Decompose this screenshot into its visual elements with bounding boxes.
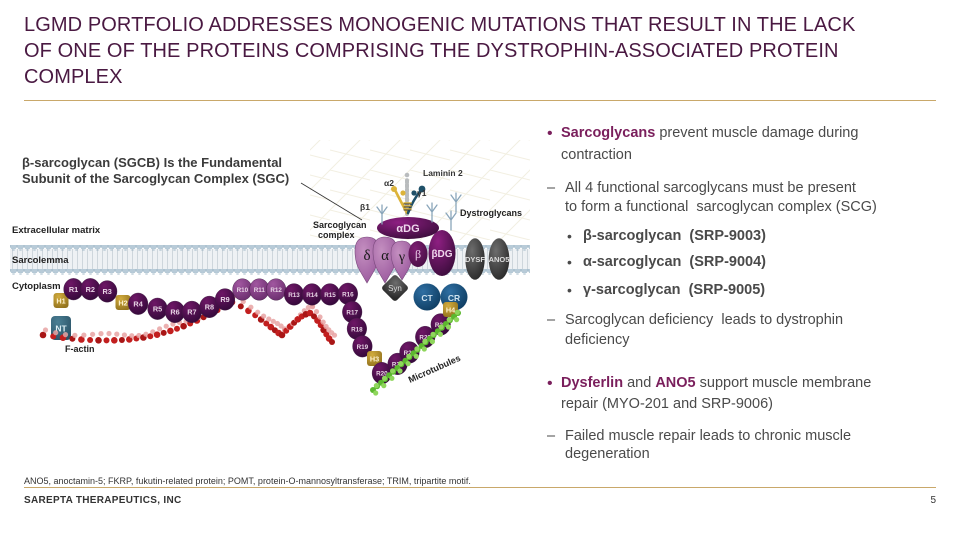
svg-text:γ: γ [398,250,405,265]
svg-text:β-sarcoglycan (SGCB) Is the Fu: β-sarcoglycan (SGCB) Is the Fundamental [22,155,282,170]
svg-text:H1: H1 [56,297,65,306]
svg-text:DYSF: DYSF [465,255,485,264]
svg-text:R15: R15 [324,292,336,299]
svg-text:Cytoplasm: Cytoplasm [12,281,61,292]
svg-text:Sarcolemma: Sarcolemma [12,255,69,266]
svg-text:αDG: αDG [396,223,419,235]
svg-text:β: β [415,247,421,261]
svg-text:R7: R7 [187,308,196,317]
svg-text:R17: R17 [346,310,358,317]
svg-text:CT: CT [421,293,433,303]
svg-text:Subunit of the Sarcoglycan Com: Subunit of the Sarcoglycan Complex (SGC) [22,171,289,186]
svg-text:R13: R13 [288,292,300,299]
svg-text:R8: R8 [205,303,214,312]
svg-text:δ: δ [363,248,370,264]
svg-text:R6: R6 [170,308,179,317]
svg-text:R16: R16 [342,291,354,298]
svg-text:ANO5: ANO5 [489,255,510,264]
svg-text:R10: R10 [237,287,249,294]
svg-text:Laminin 2: Laminin 2 [423,168,463,178]
svg-text:H2: H2 [118,299,127,308]
svg-text:R18: R18 [351,326,363,333]
svg-text:β1: β1 [360,202,370,212]
svg-text:Sarcoglycan: Sarcoglycan [313,220,367,230]
svg-text:R4: R4 [133,299,143,308]
svg-text:α2: α2 [384,178,394,188]
svg-text:R19: R19 [357,344,369,351]
svg-text:R2: R2 [86,285,95,294]
svg-text:H3: H3 [370,355,379,364]
svg-text:R12: R12 [270,287,282,294]
svg-text:Extracellular matrix: Extracellular matrix [12,225,101,236]
svg-text:R11: R11 [254,287,266,294]
svg-text:R3: R3 [103,287,112,296]
svg-text:R5: R5 [153,304,162,313]
svg-text:α: α [381,248,389,264]
svg-text:γ1: γ1 [417,188,427,198]
svg-text:CR: CR [448,293,460,303]
svg-text:Dystroglycans: Dystroglycans [460,208,522,218]
svg-text:H4: H4 [446,306,456,315]
svg-text:R1: R1 [69,285,78,294]
svg-text:Syn: Syn [388,284,402,293]
svg-text:F-actin: F-actin [65,344,95,354]
svg-text:R14: R14 [306,292,318,299]
svg-text:R9: R9 [220,295,229,304]
svg-text:βDG: βDG [431,249,452,260]
svg-text:complex: complex [318,230,355,240]
